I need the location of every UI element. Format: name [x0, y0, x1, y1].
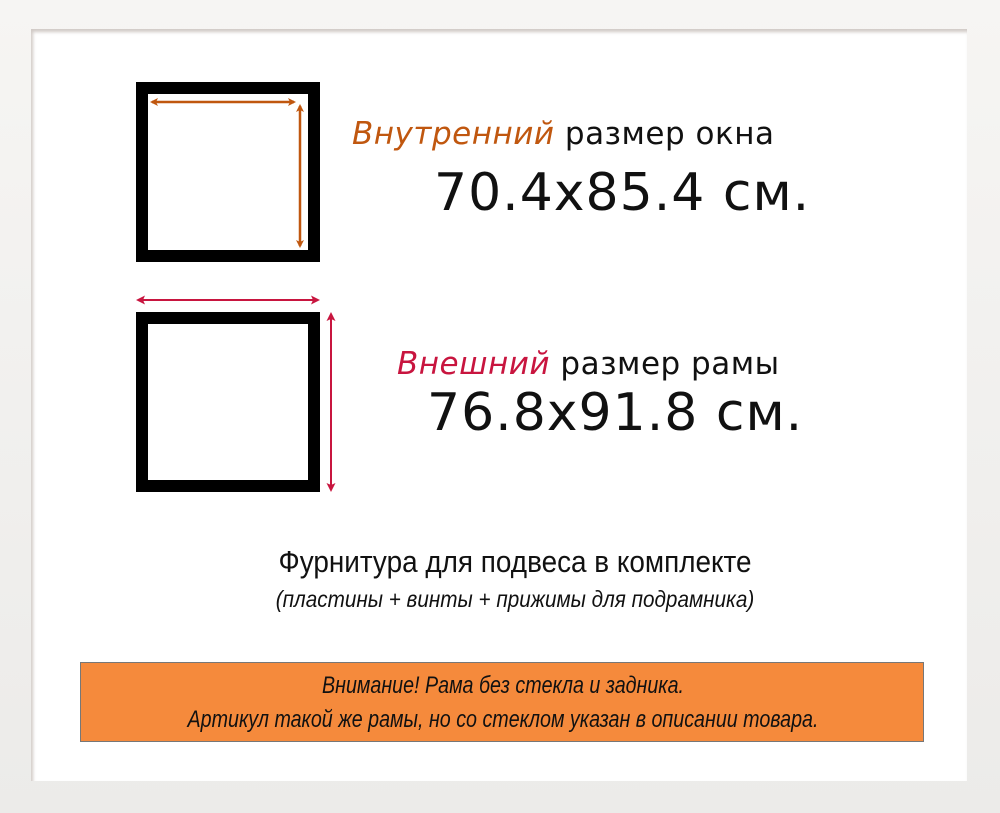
inner-size-frame-diagram: [136, 82, 320, 262]
outer-size-label: Внешний размер рамы: [397, 346, 780, 382]
outer-size-label-rest: размер рамы: [550, 346, 780, 382]
inner-size-label-rest: размер окна: [554, 116, 775, 152]
notice-line-2: Артикул такой же рамы, но со стеклом ука…: [187, 706, 819, 733]
inner-size-label: Внутренний размер окна: [352, 116, 775, 152]
outer-size-accent: Внешний: [397, 346, 551, 382]
inner-size-accent: Внутренний: [352, 116, 555, 152]
notice-banner: Внимание! Рама без стекла и задника. Арт…: [80, 662, 924, 742]
hardware-details-text: (пластины + винты + прижимы для подрамни…: [275, 586, 755, 612]
notice-line-1: Внимание! Рама без стекла и задника.: [321, 672, 685, 699]
inner-size-value: 70.4x85.4 см.: [434, 163, 811, 223]
outer-size-value: 76.8x91.8 см.: [427, 383, 804, 443]
outer-size-frame-diagram: [136, 312, 320, 492]
hardware-included-text: Фурнитура для подвеса в комплекте: [278, 544, 752, 579]
